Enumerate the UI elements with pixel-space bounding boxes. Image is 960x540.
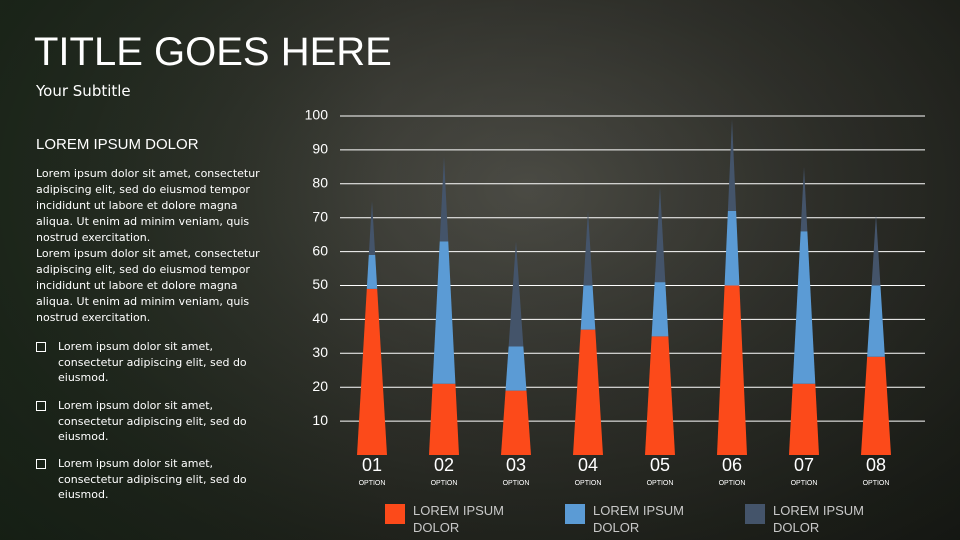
cone-segment [800, 166, 808, 232]
cone-segment [727, 119, 737, 211]
cone-segment [867, 285, 885, 357]
cone-segment [724, 210, 740, 286]
cone-segment [645, 336, 675, 455]
cone-segment [717, 285, 747, 455]
title: TITLE GOES HERE [34, 30, 392, 74]
x-tick-sublabel: OPTION [791, 480, 818, 487]
x-tick-sublabel: OPTION [431, 480, 458, 487]
legend-label: LOREM IPSUM DOLOR [413, 503, 505, 535]
cone-segment [789, 383, 819, 455]
cone-segment [508, 241, 524, 347]
cone-segment [439, 156, 449, 242]
cone-segment [651, 282, 669, 337]
y-tick-label: 40 [312, 310, 328, 326]
panel-text: Lorem ipsum dolor sit amet, consectetur … [36, 166, 266, 326]
subtitle: Your Subtitle [36, 82, 131, 100]
x-tick-label: 08 [866, 455, 886, 475]
cone-segment [861, 356, 891, 455]
x-tick-sublabel: OPTION [719, 480, 746, 487]
x-tick-label: 05 [650, 455, 670, 475]
cone-segment [368, 200, 376, 255]
x-tick-label: 03 [506, 455, 526, 475]
bullet: Lorem ipsum dolor sit amet, consectetur … [36, 456, 268, 503]
cone-segment [573, 329, 603, 455]
cone-segment [792, 231, 816, 384]
legend-label: LOREM IPSUM DOLOR [773, 503, 865, 535]
legend-swatch [565, 504, 585, 524]
cone-segment [429, 383, 459, 455]
cone-segment [366, 254, 378, 289]
legend-entry: LOREM IPSUM DOLOR [385, 502, 523, 536]
y-tick-label: 90 [312, 141, 328, 157]
x-tick-label: 06 [722, 455, 742, 475]
y-tick-label: 50 [312, 276, 328, 292]
cone-segment [871, 214, 881, 286]
paragraph: Lorem ipsum dolor sit amet, consectetur … [36, 247, 260, 324]
cone-segment [432, 241, 456, 384]
cone-segment [580, 285, 596, 330]
panel-heading: LOREM IPSUM DOLOR [36, 136, 199, 153]
y-tick-label: 60 [312, 242, 328, 258]
bullet: Lorem ipsum dolor sit amet, consectetur … [36, 339, 268, 386]
legend-label: LOREM IPSUM DOLOR [593, 503, 685, 535]
bullet: Lorem ipsum dolor sit amet, consectetur … [36, 398, 268, 445]
legend-swatch [385, 504, 405, 524]
x-tick-label: 04 [578, 455, 598, 475]
x-tick-sublabel: OPTION [503, 480, 530, 487]
legend-swatch [745, 504, 765, 524]
y-tick-label: 20 [312, 378, 328, 394]
y-tick-label: 30 [312, 344, 328, 360]
cone-segment [505, 346, 527, 391]
y-tick-label: 10 [312, 412, 328, 428]
x-tick-sublabel: OPTION [359, 480, 386, 487]
x-tick-sublabel: OPTION [647, 480, 674, 487]
cone-segment [501, 390, 531, 455]
paragraph: Lorem ipsum dolor sit amet, consectetur … [36, 167, 260, 244]
legend-entry: LOREM IPSUM DOLOR [565, 502, 703, 536]
x-tick-sublabel: OPTION [575, 480, 602, 487]
legend-entry: LOREM IPSUM DOLOR [745, 502, 883, 536]
x-tick-label: 07 [794, 455, 814, 475]
x-tick-label: 01 [362, 455, 382, 475]
x-tick-sublabel: OPTION [863, 480, 890, 487]
y-tick-label: 70 [312, 208, 328, 224]
cone-segment [583, 210, 593, 286]
cone-segment [654, 187, 666, 283]
x-tick-label: 02 [434, 455, 454, 475]
y-tick-label: 80 [312, 175, 328, 191]
cone-segment [357, 288, 387, 455]
y-tick-label: 100 [305, 107, 329, 123]
